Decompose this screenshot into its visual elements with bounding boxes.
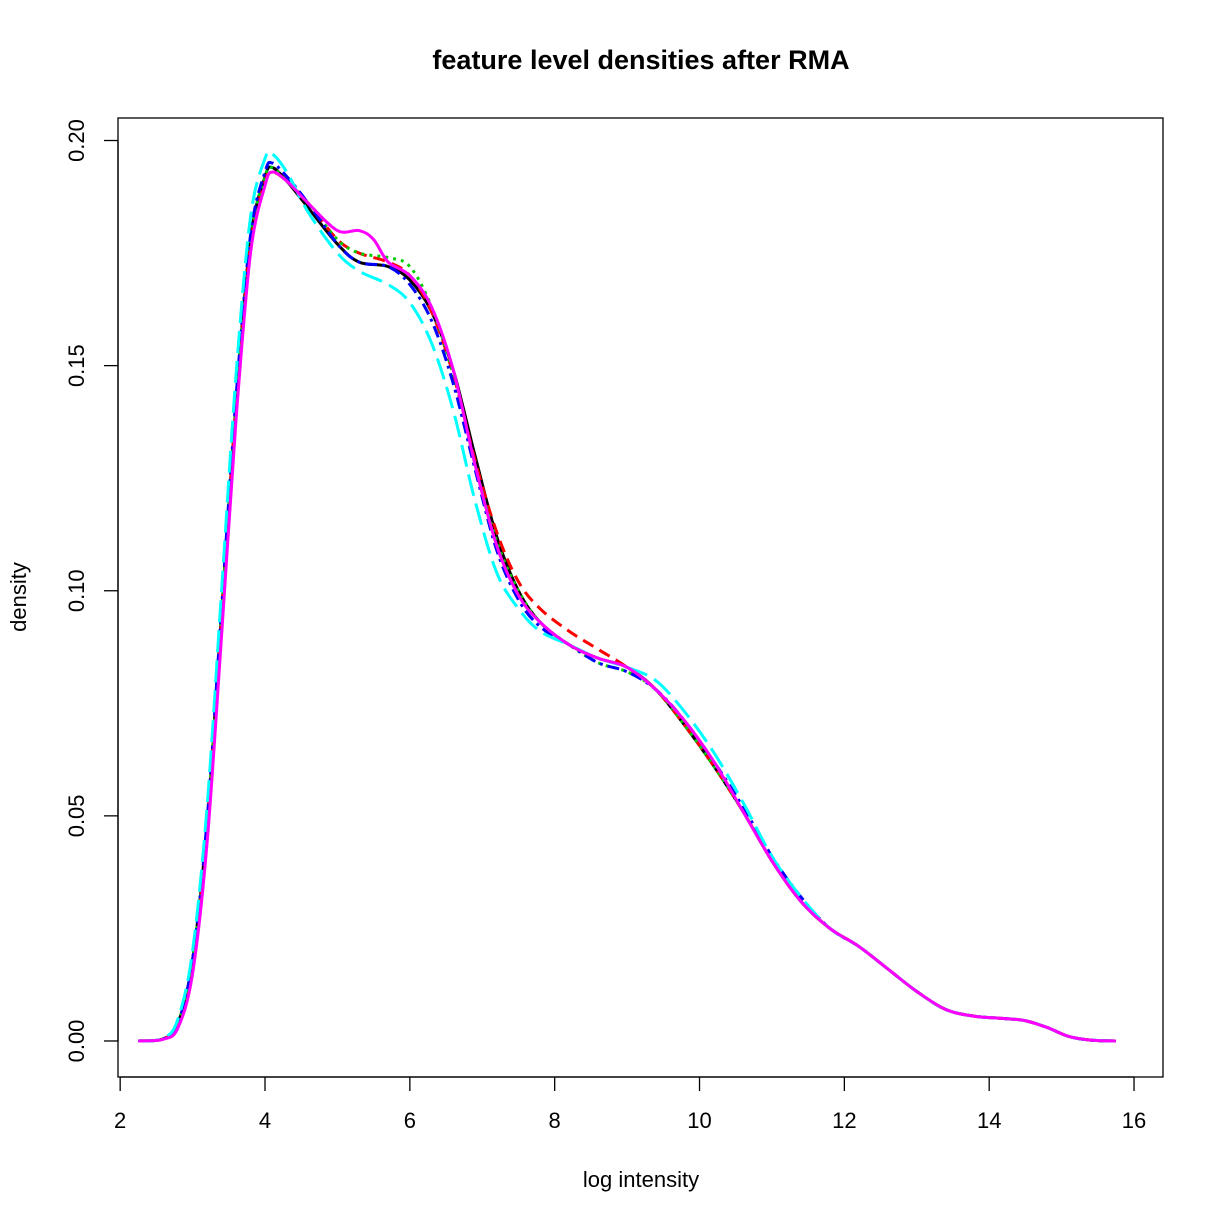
x-tick-label: 2 xyxy=(114,1108,126,1133)
y-axis-label: density xyxy=(6,562,31,632)
y-tick-label: 0.10 xyxy=(64,569,89,612)
chart-title: feature level densities after RMA xyxy=(432,45,849,75)
x-tick-label: 8 xyxy=(549,1108,561,1133)
y-tick-label: 0.20 xyxy=(64,119,89,162)
x-tick-label: 6 xyxy=(404,1108,416,1133)
y-tick-label: 0.05 xyxy=(64,794,89,837)
x-tick-label: 10 xyxy=(687,1108,711,1133)
x-tick-label: 12 xyxy=(832,1108,856,1133)
density-line-6 xyxy=(138,170,1116,1043)
y-axis: 0.00 0.05 0.10 0.15 0.20 xyxy=(64,119,119,1063)
x-axis: 2 4 6 8 10 12 14 16 xyxy=(114,1076,1146,1133)
y-tick-label: 0.00 xyxy=(64,1020,89,1063)
x-axis-label: log intensity xyxy=(583,1167,699,1192)
y-tick-label: 0.15 xyxy=(64,344,89,387)
x-tick-label: 4 xyxy=(259,1108,271,1133)
x-tick-label: 14 xyxy=(977,1108,1001,1133)
x-tick-label: 16 xyxy=(1122,1108,1146,1133)
series-layer xyxy=(138,149,1116,1043)
